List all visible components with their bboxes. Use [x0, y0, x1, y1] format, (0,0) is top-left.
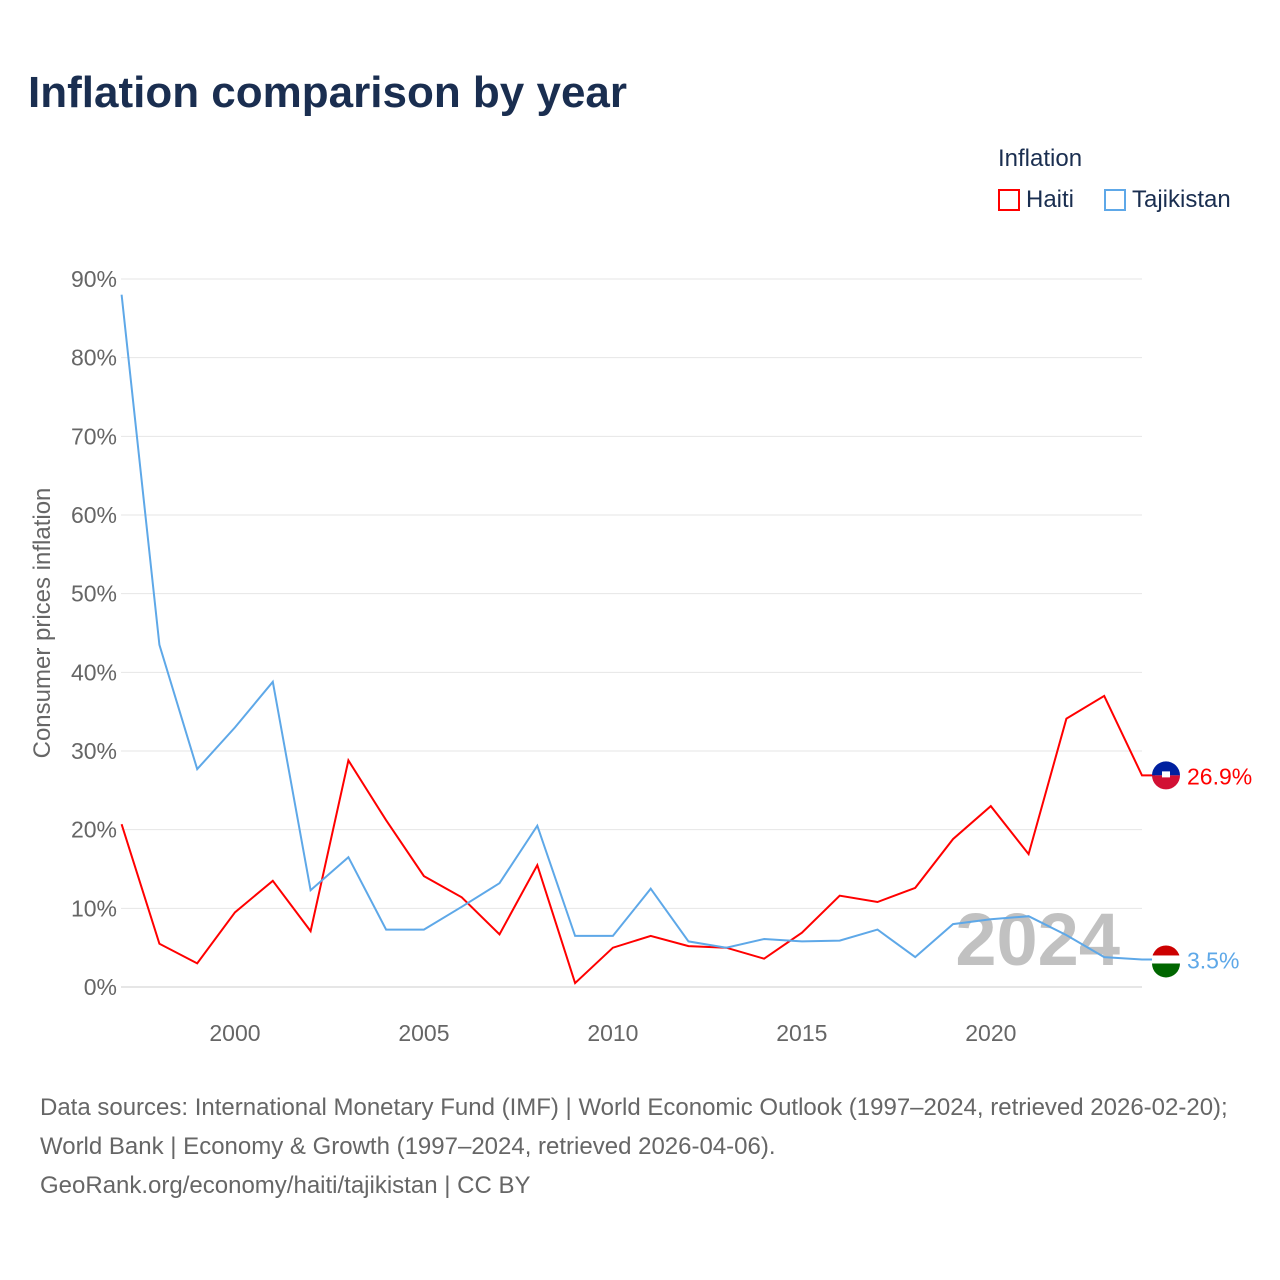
legend-label: Haiti: [1026, 186, 1075, 213]
y-tick-label: 50%: [71, 581, 117, 607]
y-tick-label: 80%: [71, 345, 117, 371]
footer: Data sources: International Monetary Fun…: [40, 1088, 1250, 1205]
chart-title: Inflation comparison by year: [28, 68, 628, 117]
y-tick-label: 40%: [71, 659, 117, 685]
year-watermark: 2024: [955, 898, 1120, 981]
end-value-label: 26.9%: [1187, 763, 1252, 789]
legend-title: Inflation: [998, 145, 1083, 172]
end-value-label: 3.5%: [1187, 947, 1239, 973]
x-tick-label: 2020: [965, 1020, 1016, 1046]
x-tick-label: 2015: [776, 1020, 827, 1046]
tajikistan-swatch: [1104, 189, 1126, 211]
legend-label: Tajikistan: [1132, 186, 1231, 213]
haiti-flag-icon: [1152, 761, 1181, 790]
legend-item-tajikistan[interactable]: Tajikistan: [1104, 186, 1231, 214]
x-tick-label: 2010: [587, 1020, 638, 1046]
y-tick-label: 10%: [71, 895, 117, 921]
tajikistan-flag-icon: [1152, 945, 1181, 978]
line-chart: 2024 0% 10% 20% 30% 40% 50% 60% 70% 80% 90% 2000 20…: [29, 266, 1252, 1046]
series-line-tajikistan: [120, 294, 1155, 961]
legend-item-haiti[interactable]: Haiti: [998, 186, 1074, 214]
y-tick-label: 20%: [71, 817, 117, 843]
haiti-swatch: [998, 189, 1020, 211]
y-tick-label: 0%: [84, 974, 117, 1000]
y-tick-label: 30%: [71, 738, 117, 764]
y-tick-label: 60%: [71, 502, 117, 528]
data-sources: Data sources: International Monetary Fun…: [40, 1094, 1228, 1160]
series-line-haiti: [120, 694, 1155, 985]
x-tick-label: 2005: [398, 1020, 449, 1046]
y-axis-label: Consumer prices inflation: [29, 488, 56, 759]
x-tick-label: 2000: [209, 1020, 260, 1046]
credit-link[interactable]: GeoRank.org/economy/haiti/tajikistan | C…: [40, 1172, 531, 1199]
y-tick-label: 90%: [71, 266, 117, 292]
y-tick-label: 70%: [71, 423, 117, 449]
